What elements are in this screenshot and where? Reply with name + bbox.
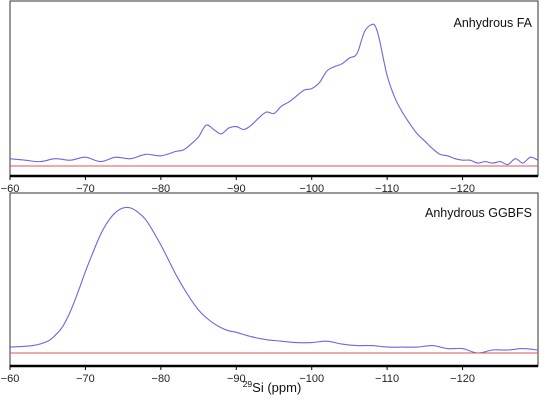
panel-anhydrous-ggbfs: Anhydrous GGBFS −60 −70 −80 −90 −100 −110 −120 bbox=[1, 192, 539, 385]
panel-frame bbox=[9, 192, 539, 367]
x-tick-label: −100 bbox=[299, 373, 324, 385]
x-tick-label: −60 bbox=[1, 373, 20, 385]
x-axis-title: 29Si (ppm) bbox=[243, 379, 302, 395]
x-tick-label: −90 bbox=[227, 373, 246, 385]
panel-series-group bbox=[9, 23, 539, 167]
panel-title: Anhydrous FA bbox=[453, 16, 532, 30]
panel-title: Anhydrous GGBFS bbox=[425, 206, 532, 220]
x-tick-label: −80 bbox=[152, 183, 171, 195]
x-tick-label: −100 bbox=[299, 183, 324, 195]
x-tick-label: −70 bbox=[76, 183, 95, 195]
x-tick-label: −120 bbox=[450, 183, 475, 195]
spectrum-line bbox=[9, 23, 539, 166]
x-tick-label: −110 bbox=[375, 373, 399, 385]
panel-series-group bbox=[9, 206, 539, 354]
x-tick-label: −120 bbox=[450, 373, 475, 385]
x-tick-label: −70 bbox=[76, 373, 95, 385]
panel-frame bbox=[9, 0, 539, 177]
x-tick-label: −90 bbox=[227, 183, 246, 195]
x-axis-ticks: −60 −70 −80 −90 −100 −110 −120 bbox=[1, 176, 475, 195]
x-tick-label: −80 bbox=[152, 373, 171, 385]
spectrum-line bbox=[9, 206, 539, 354]
panel-anhydrous-fa: Anhydrous FA −60 −70 −80 −90 −100 −110 −120 bbox=[1, 0, 539, 195]
x-tick-label: −110 bbox=[375, 183, 399, 195]
x-axis-ticks: −60 −70 −80 −90 −100 −110 −120 bbox=[1, 366, 475, 385]
x-tick-label: −60 bbox=[1, 183, 20, 195]
